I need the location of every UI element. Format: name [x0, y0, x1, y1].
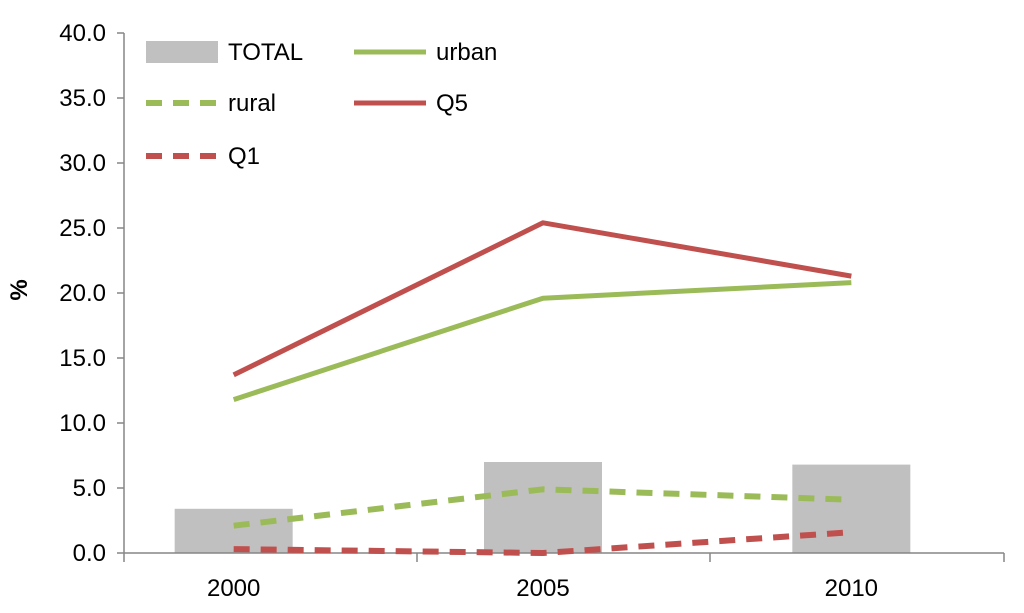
y-tick-label: 5.0: [73, 475, 106, 502]
y-tick-label: 40.0: [59, 20, 106, 47]
bar-total-2000: [174, 508, 293, 553]
legend-label-total: TOTAL: [228, 39, 303, 66]
line-series-urban: [232, 280, 852, 402]
y-tick-label: 0.0: [73, 540, 106, 567]
legend-label-urban: urban: [436, 39, 497, 66]
axes-layer: 0.0 5.0 10.0 15.0 20.0 25.0 30.0 35.0 40.0 2000 20…: [59, 20, 1005, 602]
y-tick-label: 20.0: [59, 280, 106, 307]
legend-swatch-total: [146, 41, 218, 63]
bar-total-2005: [484, 462, 602, 553]
lines-layer: [232, 220, 852, 556]
legend-label-rural: rural: [228, 90, 276, 117]
y-tick-label: 15.0: [59, 345, 106, 372]
line-series-q1: [233, 529, 852, 556]
y-axis-title: %: [6, 279, 33, 300]
legend: TOTAL urban rural Q5 Q1: [146, 39, 497, 170]
line-series-q5: [232, 220, 852, 378]
y-tick-label: 30.0: [59, 150, 106, 177]
x-tick-label-2010: 2010: [825, 575, 878, 602]
legend-label-q5: Q5: [436, 90, 468, 117]
y-tick-label: 25.0: [59, 215, 106, 242]
bar-total-2010: [792, 464, 911, 553]
x-tick-label-2000: 2000: [207, 575, 260, 602]
line-series-rural: [233, 486, 852, 529]
y-tick-label: 10.0: [59, 410, 106, 437]
x-tick-label-2005: 2005: [516, 575, 569, 602]
legend-label-q1: Q1: [228, 143, 260, 170]
bars-layer: [174, 462, 911, 553]
y-tick-label: 35.0: [59, 85, 106, 112]
